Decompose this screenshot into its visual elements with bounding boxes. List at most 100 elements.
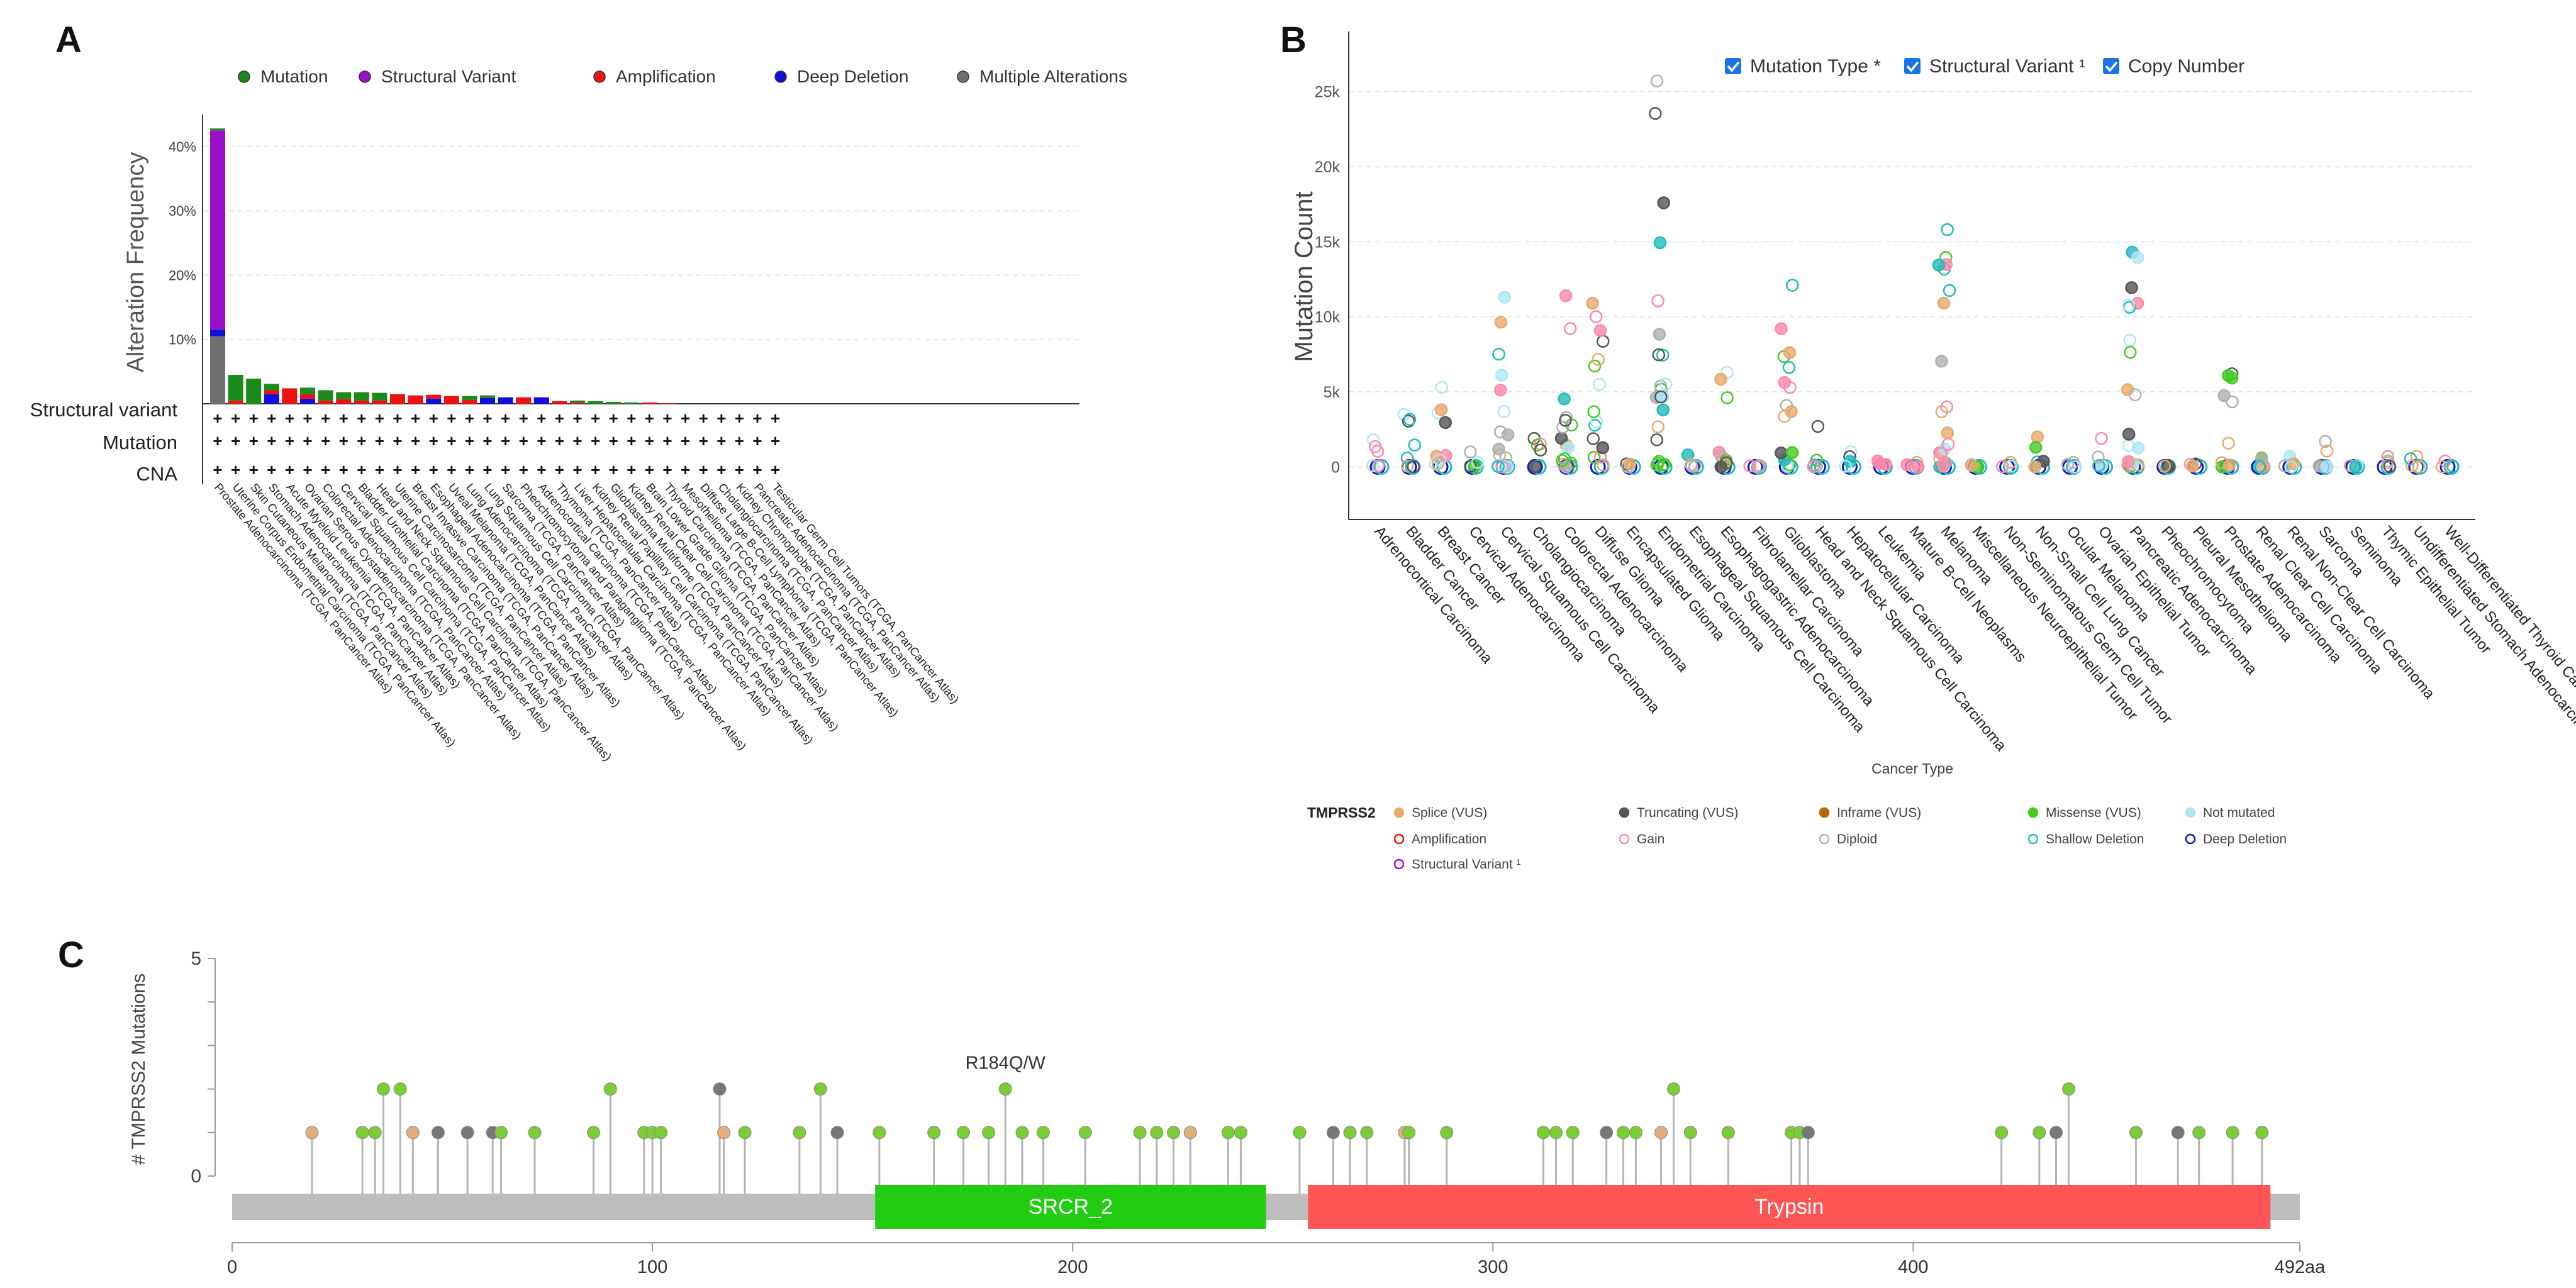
a-row-plus: + [429,409,438,428]
panel-label-c: C [58,935,84,975]
c-ytick-label: 5 [191,948,201,969]
b-point [1747,458,1763,475]
a-bar-segment [300,387,315,394]
a-bar-segment [498,397,513,404]
b-point [2095,431,2108,445]
b-point [1651,294,1664,308]
c-lollipop-head [1995,1126,2009,1140]
c-lollipop-head [2192,1126,2206,1140]
c-domain-label: SRCR_2 [1029,1195,1113,1219]
a-row-plus: + [662,431,672,450]
a-bar-segment [426,394,442,399]
a-row-plus: + [681,460,690,479]
a-row-plus: + [411,431,420,450]
b-checkbox-check-icon [2105,61,2118,72]
b-point [1652,348,1666,362]
a-row-plus: + [411,409,420,428]
a-row-plus: + [231,460,240,479]
c-lollipop-head [2032,1126,2046,1140]
b-legend-marker [1393,807,1405,818]
a-row-plus: + [752,431,762,450]
panel-label-a: A [55,19,82,60]
a-row-plus: + [501,431,510,450]
a-row-plus: + [465,409,474,428]
c-lollipop-head [1616,1126,1630,1140]
c-domain-box [875,1185,1266,1229]
c-lollipop-head [368,1126,382,1140]
b-point [1499,458,1515,475]
a-row-plus: + [609,409,618,428]
a-row-plus: + [213,431,222,450]
a-row-plus: + [627,460,636,479]
c-lollipop-head [713,1082,727,1096]
b-legend-label: Inframe (VUS) [1837,806,1921,820]
c-lollipop-head [1150,1126,1164,1140]
b-point [1366,459,1380,472]
b-checkbox [1904,58,1921,74]
c-lollipop-head [717,1126,731,1140]
b-ytick-label: 10k [1315,309,1341,326]
a-row-plus: + [267,409,276,428]
c-lollipop-head [587,1126,601,1140]
b-ytick-label: 5k [1324,384,1341,401]
c-lollipop-head [431,1126,445,1140]
c-lollipop-head [305,1126,319,1140]
a-row-plus: + [645,460,654,479]
a-bar-segment [354,400,369,404]
c-lollipop-head [528,1126,542,1140]
c-lollipop-head [982,1126,996,1140]
b-legend-label: Shallow Deletion [2046,832,2144,847]
c-y-axis-title: # TMPRSS2 Mutations [128,974,149,1165]
b-point [2131,441,2145,455]
b-point [1943,284,1956,297]
a-row-plus: + [519,409,528,428]
b-point [1563,322,1577,335]
b-point [1400,452,1414,465]
b-point [2028,460,2042,474]
b-point [2131,458,2145,472]
a-row-plus: + [752,409,762,428]
b-point [1586,432,1600,445]
c-lollipop-head [956,1126,970,1140]
b-point [1471,455,1485,469]
b-point [1495,369,1508,382]
a-bar-segment [210,128,225,131]
b-point [1936,458,1950,472]
a-row-plus: + [555,431,564,450]
a-bar-segment [336,399,352,404]
a-row-plus: + [699,431,708,450]
a-row-plus: + [645,431,654,450]
c-lollipop-head [1801,1126,1815,1140]
a-bar-segment [570,402,585,404]
a-row-plus: + [447,460,456,479]
b-point [1561,441,1575,455]
b-legend-marker [1819,807,1830,818]
b-point [1650,74,1664,88]
c-lollipop-head [2062,1082,2076,1096]
c-lollipop-head [998,1082,1012,1096]
b-point [2381,450,2395,463]
c-xtick-label: 300 [1478,1257,1508,1277]
a-bar-segment [606,401,622,404]
b-point [1650,433,1664,447]
c-lollipop-head [406,1126,420,1140]
a-y-axis-title: Alteration Frequency [123,152,149,373]
b-point [1366,433,1380,447]
a-bar-segment [228,374,243,401]
b-point [2412,460,2425,474]
a-row-plus: + [482,460,492,479]
a-row-plus: + [321,431,330,450]
b-point [1753,458,1766,472]
c-lollipop-head [1167,1126,1181,1140]
c-lollipop-head [1036,1126,1050,1140]
a-row-plus: + [429,431,438,450]
c-lollipop-head [830,1126,844,1140]
c-lollipop-head [355,1126,369,1140]
a-bar-segment [354,392,369,401]
b-legend-label: Truncating (VUS) [1637,806,1738,820]
b-point [1528,460,1542,474]
a-bar-segment [462,396,477,400]
a-row-plus: + [393,431,402,450]
b-point [1778,409,1791,423]
b-point [2321,460,2334,474]
